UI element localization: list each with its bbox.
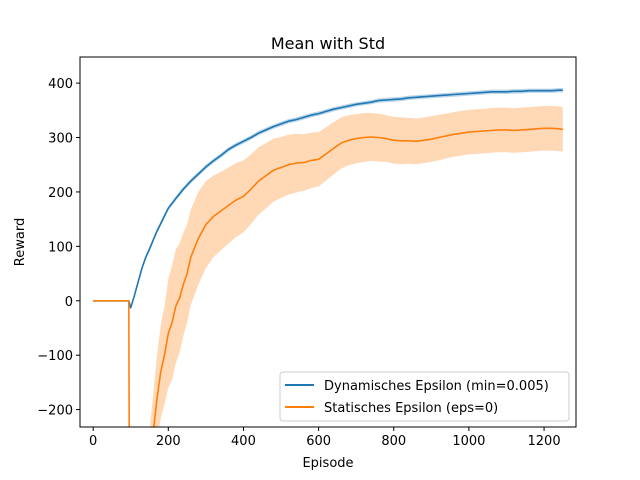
std-band-statisches-epsilon bbox=[93, 106, 563, 427]
x-axis-ticks: 0 200 400 600 800 1000 1200 bbox=[89, 427, 561, 449]
plot-area bbox=[93, 88, 563, 427]
y-tick-label: −200 bbox=[37, 404, 73, 419]
legend-label-statisches-epsilon: Statisches Epsilon (eps=0) bbox=[324, 401, 498, 416]
x-tick-label: 800 bbox=[381, 434, 406, 449]
mean-lines bbox=[93, 89, 563, 427]
y-axis-ticks: −200 −100 0 100 200 300 400 bbox=[37, 77, 80, 419]
legend-box bbox=[279, 371, 570, 422]
x-tick-label: 1200 bbox=[528, 434, 561, 449]
legend: Dynamisches Epsilon (min=0.005) Statisch… bbox=[279, 371, 570, 422]
legend-label-dynamisches-epsilon: Dynamisches Epsilon (min=0.005) bbox=[324, 379, 549, 394]
y-tick-label: 0 bbox=[65, 295, 73, 310]
plot-frame bbox=[79, 56, 577, 428]
x-tick-label: 600 bbox=[306, 434, 331, 449]
x-axis-label: Episode bbox=[302, 456, 353, 471]
x-tick-label: 400 bbox=[231, 434, 256, 449]
y-tick-label: 100 bbox=[48, 240, 73, 255]
chart-title: Mean with Std bbox=[271, 34, 385, 53]
y-tick-label: 200 bbox=[48, 186, 73, 201]
x-tick-label: 200 bbox=[156, 434, 181, 449]
y-tick-label: 300 bbox=[48, 132, 73, 147]
x-tick-label: 1000 bbox=[452, 434, 485, 449]
std-bands bbox=[93, 88, 563, 427]
mean-line-dynamisches-epsilon bbox=[93, 89, 563, 309]
y-tick-label: −100 bbox=[37, 349, 73, 364]
y-tick-label: 400 bbox=[48, 77, 73, 92]
y-axis-label: Reward bbox=[13, 218, 28, 266]
mean-line-statisches-epsilon bbox=[93, 127, 563, 427]
x-tick-label: 0 bbox=[89, 434, 97, 449]
